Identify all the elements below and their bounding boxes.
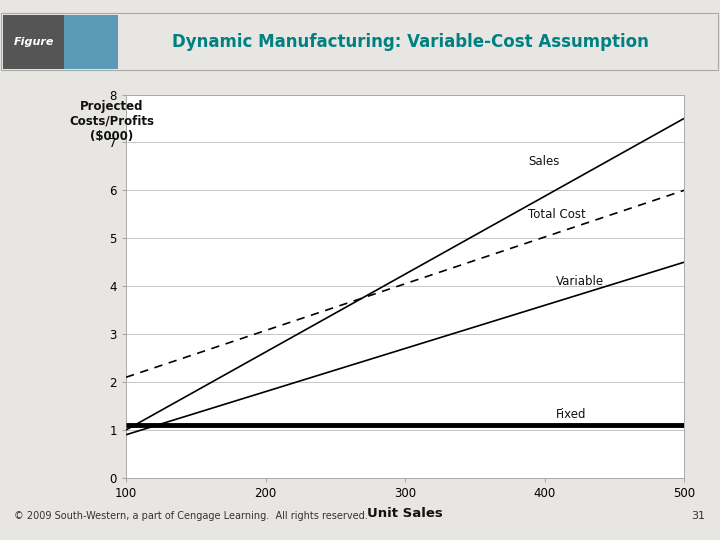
Text: Projected
Costs/Profits
($000): Projected Costs/Profits ($000)	[69, 100, 154, 143]
Text: Fixed: Fixed	[556, 408, 586, 421]
Text: Total Cost: Total Cost	[528, 208, 585, 221]
Bar	[3, 15, 64, 69]
Bar	[64, 15, 118, 69]
Text: © 2009 South-Western, a part of Cengage Learning.  All rights reserved.: © 2009 South-Western, a part of Cengage …	[14, 511, 368, 521]
X-axis label: Unit Sales: Unit Sales	[367, 507, 443, 520]
Text: Variable: Variable	[556, 275, 604, 288]
Text: Sales: Sales	[528, 155, 559, 168]
Text: Dynamic Manufacturing: Variable-Cost Assumption: Dynamic Manufacturing: Variable-Cost Ass…	[172, 33, 649, 51]
Text: Figure: Figure	[14, 37, 54, 47]
Text: 31: 31	[692, 511, 706, 521]
